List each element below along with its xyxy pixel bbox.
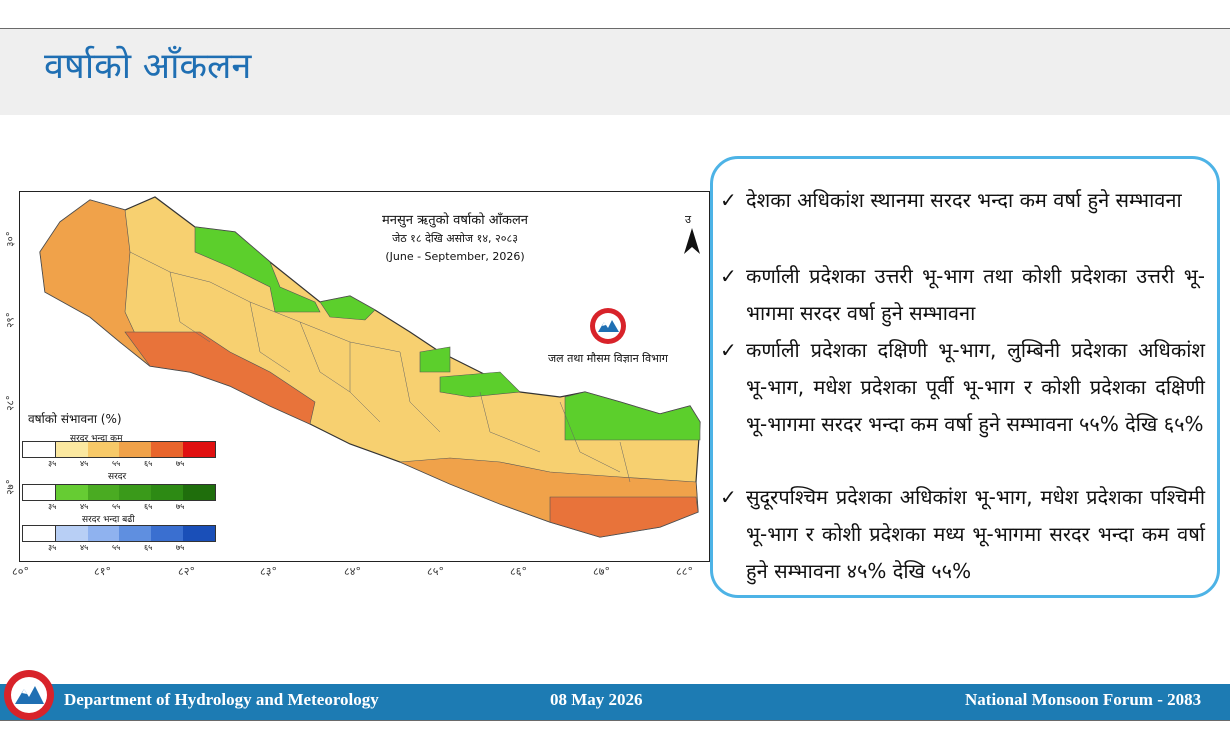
bottom-divider (0, 720, 1230, 721)
lon-label: ८७° (593, 565, 610, 578)
lon-label: ८६° (510, 565, 527, 578)
zone-koshi-south (549, 496, 699, 538)
legend-group-label: सरदर भन्दा बढी (82, 515, 135, 525)
legend-group-label: सरदर भन्दा कम (70, 434, 123, 444)
top-divider (0, 28, 1230, 29)
check-icon: ✓ (720, 338, 737, 362)
title-band (0, 29, 1230, 115)
lon-label: ८१° (94, 565, 111, 578)
bullet-item: ✓ सुदूरपश्चिम प्रदेशका अधिकांश भू-भाग, म… (720, 479, 1205, 590)
legend-tick: ४५ (80, 543, 89, 552)
lon-label: ८४° (344, 565, 361, 578)
lat-label: २७° (5, 479, 17, 495)
legend-group-label: सरदर (108, 472, 127, 482)
north-label: उ (685, 213, 692, 226)
footer-event: National Monsoon Forum - 2083 (965, 690, 1202, 709)
bullet-item: ✓ कर्णाली प्रदेशका दक्षिणी भू-भाग, लुम्ब… (720, 332, 1205, 443)
zone-bagmati-green (439, 371, 521, 398)
legend-title: वर्षाको संभावना (%) (28, 412, 122, 426)
lon-label: ८५° (427, 565, 444, 578)
bullet-text: कर्णाली प्रदेशका उत्तरी भू-भाग तथा कोशी … (746, 264, 1205, 325)
footer-date: 08 May 2026 (550, 690, 643, 709)
legend-tick: ३५ (48, 543, 57, 552)
dhm-caption: जल तथा मौसम विज्ञान विभाग (548, 352, 668, 365)
zone-gandaki-north (319, 295, 376, 321)
forecast-map (19, 191, 710, 562)
lon-label: ८८° (676, 565, 693, 578)
bullet-item: ✓ कर्णाली प्रदेशका उत्तरी भू-भाग तथा कोश… (720, 258, 1205, 332)
zone-koshi-north (564, 391, 701, 441)
legend-tick: ७५ (176, 459, 185, 468)
slide-title: वर्षाको आँकलन (44, 46, 252, 87)
lat-label: ३०° (5, 231, 17, 247)
nepal-rainfall-map (39, 196, 701, 538)
bullet-text: कर्णाली प्रदेशका दक्षिणी भू-भाग, लुम्बिन… (746, 338, 1205, 436)
bullet-text: देशका अधिकांश स्थानमा सरदर भन्दा कम वर्ष… (746, 188, 1182, 212)
summary-box (710, 156, 1220, 598)
footer-org: Department of Hydrology and Meteorology (64, 690, 379, 709)
legend-tick: ५५ (112, 459, 121, 468)
legend-tick: ६५ (144, 459, 153, 468)
bullet-text: सुदूरपश्चिम प्रदेशका अधिकांश भू-भाग, मधे… (746, 485, 1205, 583)
footer-bar (0, 684, 1230, 720)
legend-tick: ६५ (144, 543, 153, 552)
lon-label: ८०° (12, 565, 29, 578)
map-subtitle-en: (June - September, 2026) (385, 250, 525, 263)
legend-tick: ४५ (80, 502, 89, 511)
legend-tick: ४५ (80, 459, 89, 468)
footer-logo-icon (4, 670, 54, 720)
legend-tick: ७५ (176, 543, 185, 552)
zone-southwest (124, 331, 316, 425)
lat-label: २८° (5, 395, 17, 411)
dhm-logo-icon (590, 308, 626, 344)
zone-karnali-north (194, 226, 321, 313)
lat-label: २९° (5, 312, 17, 328)
map-subtitle: जेठ १८ देखि असोज १४, २०८३ (392, 232, 518, 245)
legend-bar-above (22, 525, 216, 542)
north-arrow-icon (684, 228, 700, 254)
legend-tick: ७५ (176, 502, 185, 511)
lon-label: ८३° (260, 565, 277, 578)
legend-tick: ५५ (112, 543, 121, 552)
check-icon: ✓ (720, 485, 737, 509)
legend-tick: ५५ (112, 502, 121, 511)
legend-tick: ६५ (144, 502, 153, 511)
check-icon: ✓ (720, 264, 737, 288)
map-title: मनसुन ऋतुको वर्षाको आँकलन (382, 213, 528, 228)
legend-tick: ३५ (48, 502, 57, 511)
legend-tick: ३५ (48, 459, 57, 468)
zone-central-green (419, 346, 451, 373)
check-icon: ✓ (720, 188, 737, 212)
legend-bar-normal (22, 484, 216, 501)
bullet-item: ✓ देशका अधिकांश स्थानमा सरदर भन्दा कम वर… (720, 182, 1205, 219)
district-lines (129, 251, 631, 483)
lon-label: ८२° (178, 565, 195, 578)
legend-bar-below (22, 441, 216, 458)
